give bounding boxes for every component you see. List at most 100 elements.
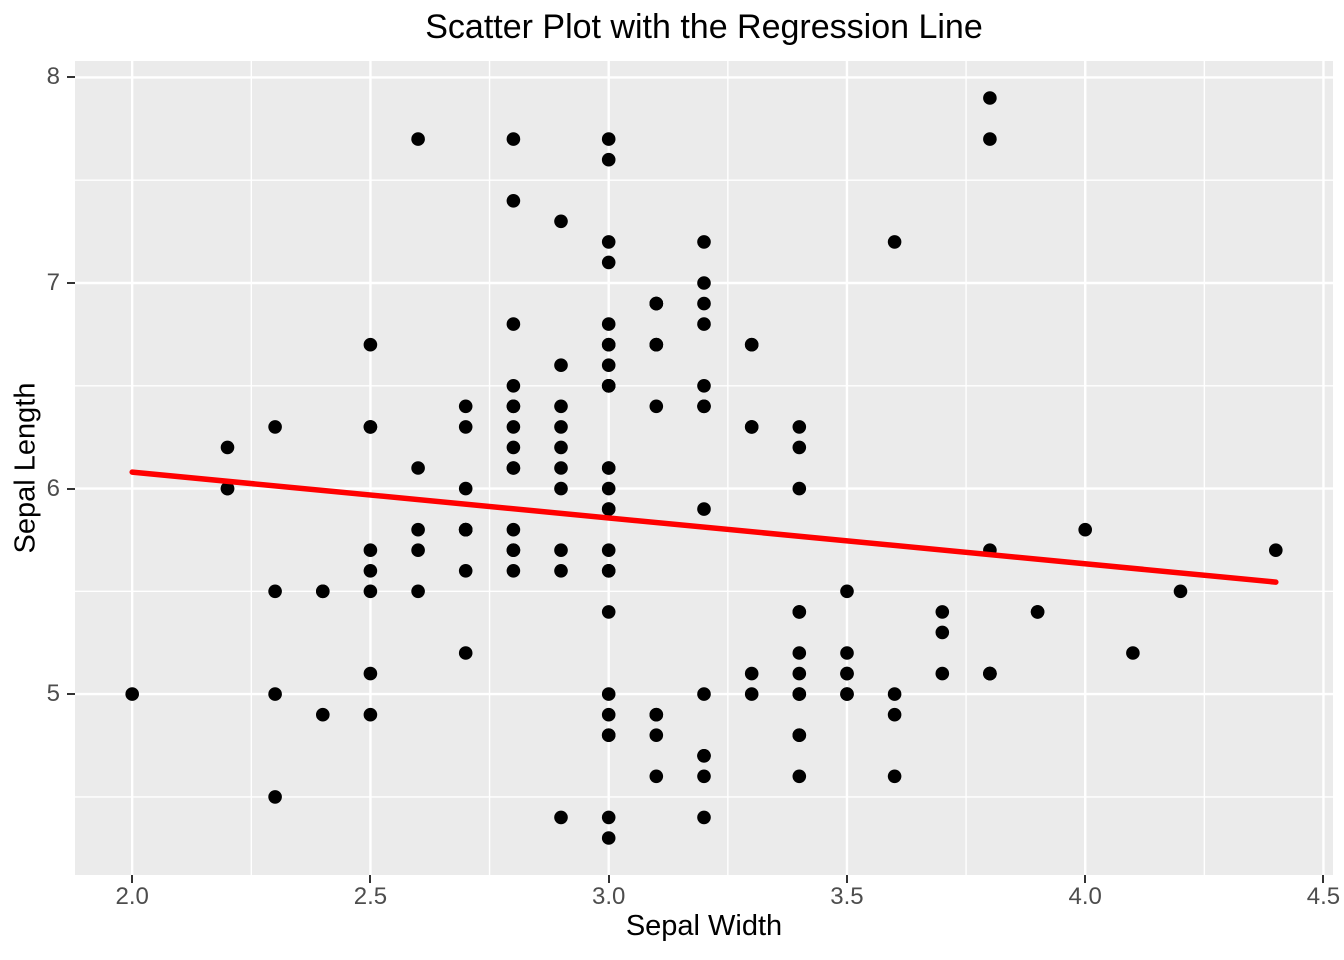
- scatter-point: [792, 646, 807, 660]
- scatter-point: [792, 605, 807, 619]
- scatter-point: [458, 399, 473, 414]
- scatter-point: [458, 481, 473, 496]
- scatter-point: [1078, 522, 1092, 537]
- scatter-point: [601, 461, 616, 475]
- scatter-point: [268, 584, 282, 599]
- scatter-point: [983, 132, 997, 146]
- scatter-point: [601, 235, 616, 249]
- scatter-point: [363, 707, 378, 722]
- scatter-point: [744, 687, 759, 701]
- x-tick-mark: [369, 875, 372, 883]
- scatter-point: [744, 420, 759, 434]
- scatter-point: [697, 379, 711, 393]
- x-tick-mark: [1084, 875, 1087, 883]
- x-tick-mark: [607, 875, 610, 883]
- scatter-point: [1126, 646, 1140, 660]
- plot-svg: [75, 61, 1333, 875]
- scatter-point: [792, 481, 807, 496]
- y-tick-label: 6: [46, 474, 60, 502]
- scatter-point: [554, 461, 568, 475]
- scatter-point: [601, 337, 616, 352]
- scatter-point: [554, 214, 568, 229]
- scatter-point: [697, 296, 711, 311]
- scatter-point: [649, 769, 664, 784]
- scatter-point: [506, 440, 521, 455]
- scatter-point: [506, 379, 521, 393]
- scatter-point: [316, 584, 330, 599]
- scatter-point: [506, 522, 521, 537]
- scatter-point: [458, 420, 473, 434]
- scatter-point: [792, 420, 807, 434]
- y-axis-title: Sepal Length: [9, 382, 42, 554]
- y-tick-label: 7: [46, 269, 60, 296]
- scatter-point: [411, 543, 425, 557]
- scatter-point: [268, 687, 282, 701]
- x-tick-mark: [1322, 875, 1325, 883]
- scatter-point: [601, 255, 616, 270]
- scatter-point: [458, 522, 473, 537]
- scatter-point: [601, 728, 616, 742]
- scatter-point: [554, 420, 568, 434]
- scatter-point: [887, 687, 902, 701]
- scatter-point: [220, 481, 235, 496]
- y-tick-mark: [67, 282, 75, 284]
- scatter-point: [744, 666, 759, 681]
- scatter-point: [506, 317, 521, 331]
- scatter-point: [506, 543, 521, 557]
- scatter-point: [363, 543, 378, 557]
- x-tick-label: 4.5: [1306, 883, 1341, 910]
- scatter-point: [649, 296, 664, 311]
- scatter-point: [506, 461, 521, 475]
- scatter-point: [697, 769, 711, 784]
- scatter-point: [744, 337, 759, 352]
- scatter-point: [363, 584, 378, 599]
- scatter-point: [649, 337, 664, 352]
- scatter-point: [1269, 543, 1283, 557]
- scatter-point: [983, 666, 997, 681]
- y-tick-label: 5: [46, 680, 60, 708]
- scatter-point: [554, 564, 568, 578]
- scatter-point: [601, 810, 616, 825]
- scatter-point: [363, 666, 378, 681]
- scatter-point: [697, 276, 711, 290]
- scatter-point: [506, 420, 521, 434]
- scatter-point: [649, 707, 664, 722]
- scatter-point: [601, 152, 616, 167]
- scatter-point: [554, 810, 568, 825]
- scatter-point: [316, 707, 330, 722]
- scatter-point: [887, 769, 902, 784]
- scatter-point: [411, 461, 425, 475]
- x-tick-mark: [131, 875, 134, 883]
- scatter-point: [697, 810, 711, 825]
- scatter-point: [554, 481, 568, 496]
- scatter-point: [363, 420, 378, 434]
- scatter-point: [601, 358, 616, 373]
- scatter-point: [935, 666, 950, 681]
- scatter-point: [935, 605, 950, 619]
- scatter-point: [983, 91, 997, 105]
- scatter-point: [506, 132, 521, 146]
- scatter-point: [792, 728, 807, 742]
- scatter-point: [649, 399, 664, 414]
- scatter-point: [601, 132, 616, 146]
- scatter-point: [458, 646, 473, 660]
- scatter-point: [411, 132, 425, 146]
- scatter-point: [1173, 584, 1188, 599]
- scatter-point: [840, 666, 854, 681]
- scatter-point: [411, 584, 425, 599]
- x-tick-label: 2.5: [353, 883, 388, 910]
- scatter-point: [887, 707, 902, 722]
- y-tick-mark: [67, 693, 75, 696]
- scatter-point: [649, 728, 664, 742]
- scatter-point: [268, 790, 282, 804]
- scatter-point: [506, 194, 521, 208]
- scatter-point: [697, 235, 711, 249]
- scatter-point: [363, 564, 378, 578]
- scatter-point: [697, 399, 711, 414]
- scatter-point: [458, 564, 473, 578]
- scatter-point: [887, 235, 902, 249]
- scatter-point: [840, 584, 854, 599]
- y-tick-mark: [67, 76, 75, 79]
- scatter-point: [554, 440, 568, 455]
